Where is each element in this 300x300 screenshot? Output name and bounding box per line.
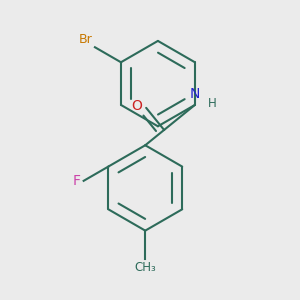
- Text: CH₃: CH₃: [134, 261, 156, 274]
- Text: H: H: [208, 98, 216, 110]
- Text: Br: Br: [79, 33, 92, 46]
- Text: N: N: [190, 87, 200, 101]
- Text: F: F: [73, 174, 81, 188]
- Text: O: O: [131, 99, 142, 113]
